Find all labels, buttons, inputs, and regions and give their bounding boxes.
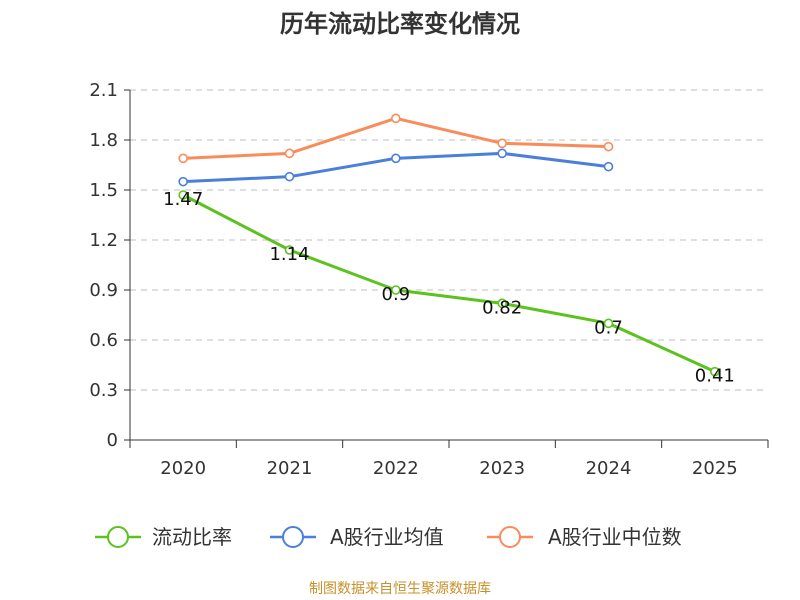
data-point	[391, 113, 401, 124]
x-tick-label: 2025	[692, 458, 738, 479]
legend: 流动比率 A股行业均值 A股行业中位数	[95, 525, 682, 549]
y-tick-label: 0.3	[89, 380, 118, 401]
data-point	[284, 245, 295, 255]
data-point	[497, 298, 507, 309]
data-point	[497, 148, 507, 159]
data-point	[178, 190, 188, 200]
legend-label: A股行业均值	[330, 525, 444, 549]
data-label: 1.47	[163, 189, 203, 210]
data-labels: 1.47 1.14 0.9 0.82 0.7 0.41	[163, 189, 735, 387]
legend-marker	[499, 526, 521, 548]
data-label: 1.14	[269, 244, 309, 265]
grid-lines	[130, 89, 768, 391]
data-point	[391, 285, 401, 295]
data-point	[178, 153, 188, 164]
data-label: 0.41	[695, 366, 735, 387]
y-tick-label: 2.1	[89, 80, 118, 101]
x-tick-label: 2021	[267, 458, 313, 479]
y-tick-label: 1.5	[89, 180, 118, 201]
legend-item: 流动比率	[95, 525, 232, 549]
legend-label: A股行业中位数	[548, 525, 682, 549]
data-point	[497, 138, 507, 149]
data-point	[178, 176, 188, 187]
legend-marker	[107, 526, 129, 548]
data-label: 0.7	[594, 317, 623, 338]
series-lines	[178, 113, 720, 377]
y-tick-label: 0.9	[89, 280, 118, 301]
chart-title: 历年流动比率变化情况	[280, 10, 520, 38]
legend-label: 流动比率	[152, 525, 232, 549]
x-tick-label: 2023	[479, 458, 525, 479]
data-point	[284, 148, 295, 159]
data-point	[284, 171, 295, 182]
y-tick-label: 0	[107, 430, 118, 451]
x-tick-label: 2024	[586, 458, 632, 479]
x-tick-label: 2020	[160, 458, 206, 479]
x-tick-label: 2022	[373, 458, 419, 479]
data-label: 0.82	[482, 297, 522, 318]
source-note: 制图数据来自恒生聚源数据库	[309, 581, 491, 597]
y-tick-label: 1.2	[89, 230, 118, 251]
data-point	[603, 318, 614, 329]
data-point	[603, 141, 614, 152]
axes: 0 0.3 0.6 0.9 1.2 1.5 1.8 2.1 2020 2021 2022 2023 20…	[89, 80, 769, 479]
data-point	[391, 153, 401, 164]
y-tick-label: 1.8	[89, 130, 118, 151]
data-point	[710, 366, 720, 377]
legend-item: A股行业均值	[270, 525, 444, 549]
series-line	[181, 193, 717, 374]
data-label: 0.9	[382, 284, 411, 305]
series-line	[181, 116, 610, 160]
y-tick-label: 0.6	[89, 330, 118, 351]
data-point	[603, 161, 614, 172]
legend-item: A股行业中位数	[487, 525, 682, 549]
legend-marker	[282, 526, 304, 548]
